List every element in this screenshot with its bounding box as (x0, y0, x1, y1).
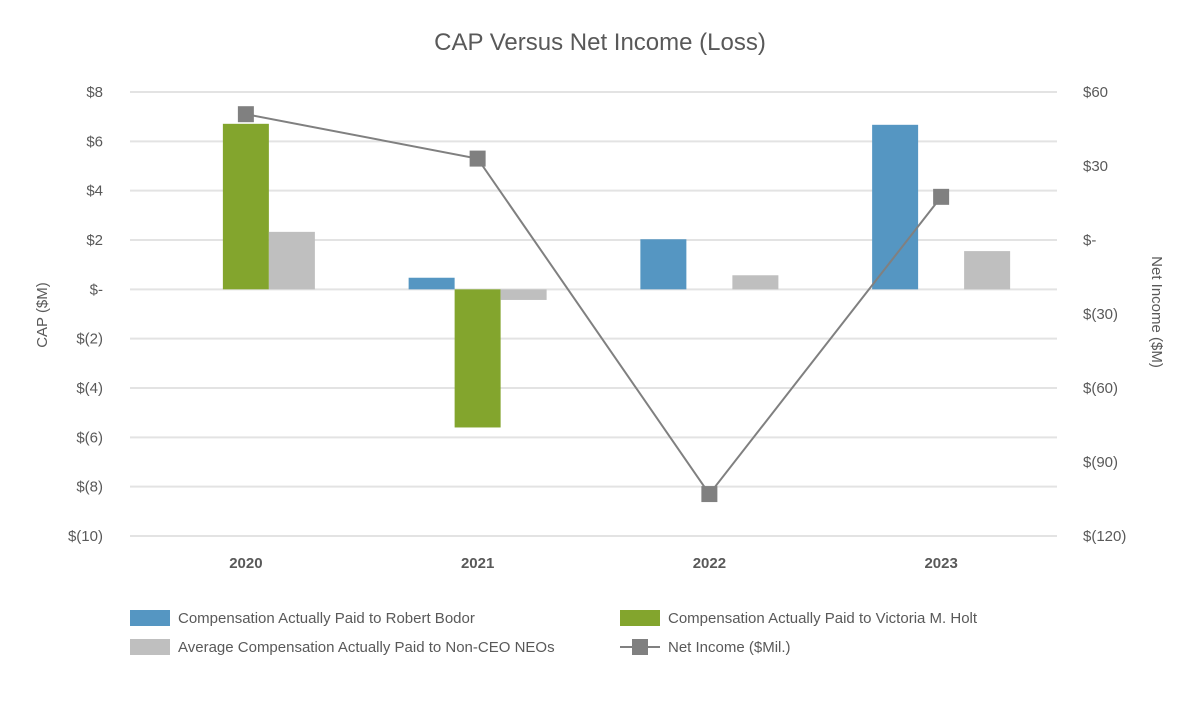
legend-swatch (130, 639, 170, 655)
net-income-marker (933, 188, 950, 205)
bar (408, 277, 455, 290)
net-income-marker (701, 486, 718, 503)
x-tick-label: 2023 (924, 555, 957, 572)
y2-axis-label: Net Income ($M) (1148, 256, 1165, 368)
bar (640, 239, 687, 290)
legend-marker (632, 639, 648, 655)
y2-tick-label: $(30) (1083, 306, 1118, 323)
y-tick-label: $(4) (76, 380, 103, 397)
chart-title: CAP Versus Net Income (Loss) (434, 29, 766, 56)
y-tick-label: $2 (86, 232, 103, 249)
y-tick-label: $- (90, 281, 103, 298)
legend-label: Compensation Actually Paid to Robert Bod… (178, 610, 475, 627)
y-axis-label: CAP ($M) (34, 282, 51, 348)
legend-swatch (130, 610, 170, 626)
y-tick-label: $(10) (68, 528, 103, 545)
y-tick-label: $(8) (76, 479, 103, 496)
y2-tick-label: $- (1083, 232, 1096, 249)
bar (872, 124, 919, 290)
legend-label: Compensation Actually Paid to Victoria M… (668, 610, 978, 627)
y2-tick-label: $60 (1083, 84, 1108, 101)
x-tick-label: 2020 (229, 555, 262, 572)
x-tick-label: 2022 (693, 555, 726, 572)
bar (732, 275, 779, 290)
bar (500, 289, 547, 300)
y-tick-label: $6 (86, 133, 103, 150)
net-income-marker (469, 150, 486, 167)
y-tick-label: $(2) (76, 331, 103, 348)
y-tick-label: $(6) (76, 429, 103, 446)
bar (268, 231, 315, 290)
y2-tick-label: $(60) (1083, 380, 1118, 397)
legend-label: Average Compensation Actually Paid to No… (178, 639, 555, 656)
y2-tick-label: $(90) (1083, 454, 1118, 471)
x-tick-label: 2021 (461, 555, 494, 572)
y2-tick-label: $(120) (1083, 528, 1126, 545)
net-income-line (245, 113, 942, 496)
legend-swatch (620, 610, 660, 626)
y-tick-label: $8 (86, 84, 103, 101)
y2-tick-label: $30 (1083, 158, 1108, 175)
legend-label: Net Income ($Mil.) (668, 639, 791, 656)
bar (222, 123, 269, 290)
y-tick-label: $4 (86, 183, 103, 200)
bar (454, 289, 501, 428)
net-income-marker (237, 106, 254, 123)
bar (964, 251, 1011, 290)
